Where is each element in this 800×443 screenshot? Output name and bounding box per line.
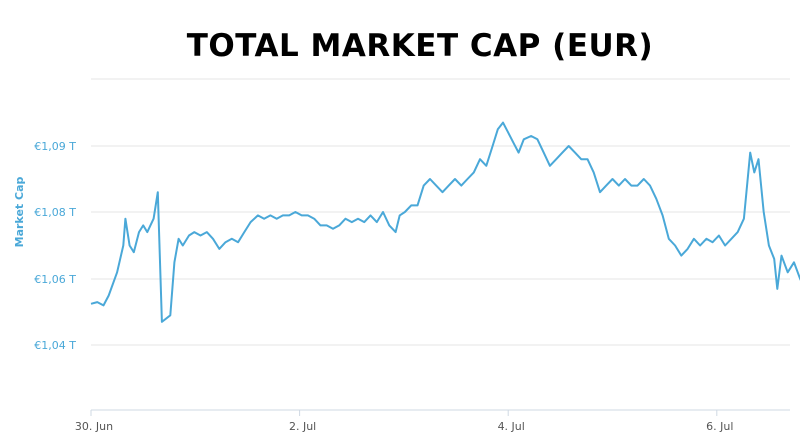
chart-title: TOTAL MARKET CAP (EUR) xyxy=(186,28,654,64)
horizontal-gridlines xyxy=(91,78,790,346)
y-axis-label: Market Cap xyxy=(13,177,26,248)
y-tick-label: €1,04 T xyxy=(34,339,76,352)
y-tick-label: €1,06 T xyxy=(34,273,76,286)
x-tick-label: 2. Jul xyxy=(289,420,316,433)
x-tick-label: 4. Jul xyxy=(498,420,525,433)
y-axis-ticks: €1,04 T €1,06 T €1,08 T €1,09 T xyxy=(34,140,76,352)
x-tick-label: 6. Jul xyxy=(706,420,733,433)
x-tick-label: 30. Jun xyxy=(75,420,113,433)
series-line xyxy=(90,121,800,323)
series-layer xyxy=(90,121,800,323)
y-tick-label: €1,08 T xyxy=(34,206,76,219)
y-tick-label: €1,09 T xyxy=(34,140,76,153)
